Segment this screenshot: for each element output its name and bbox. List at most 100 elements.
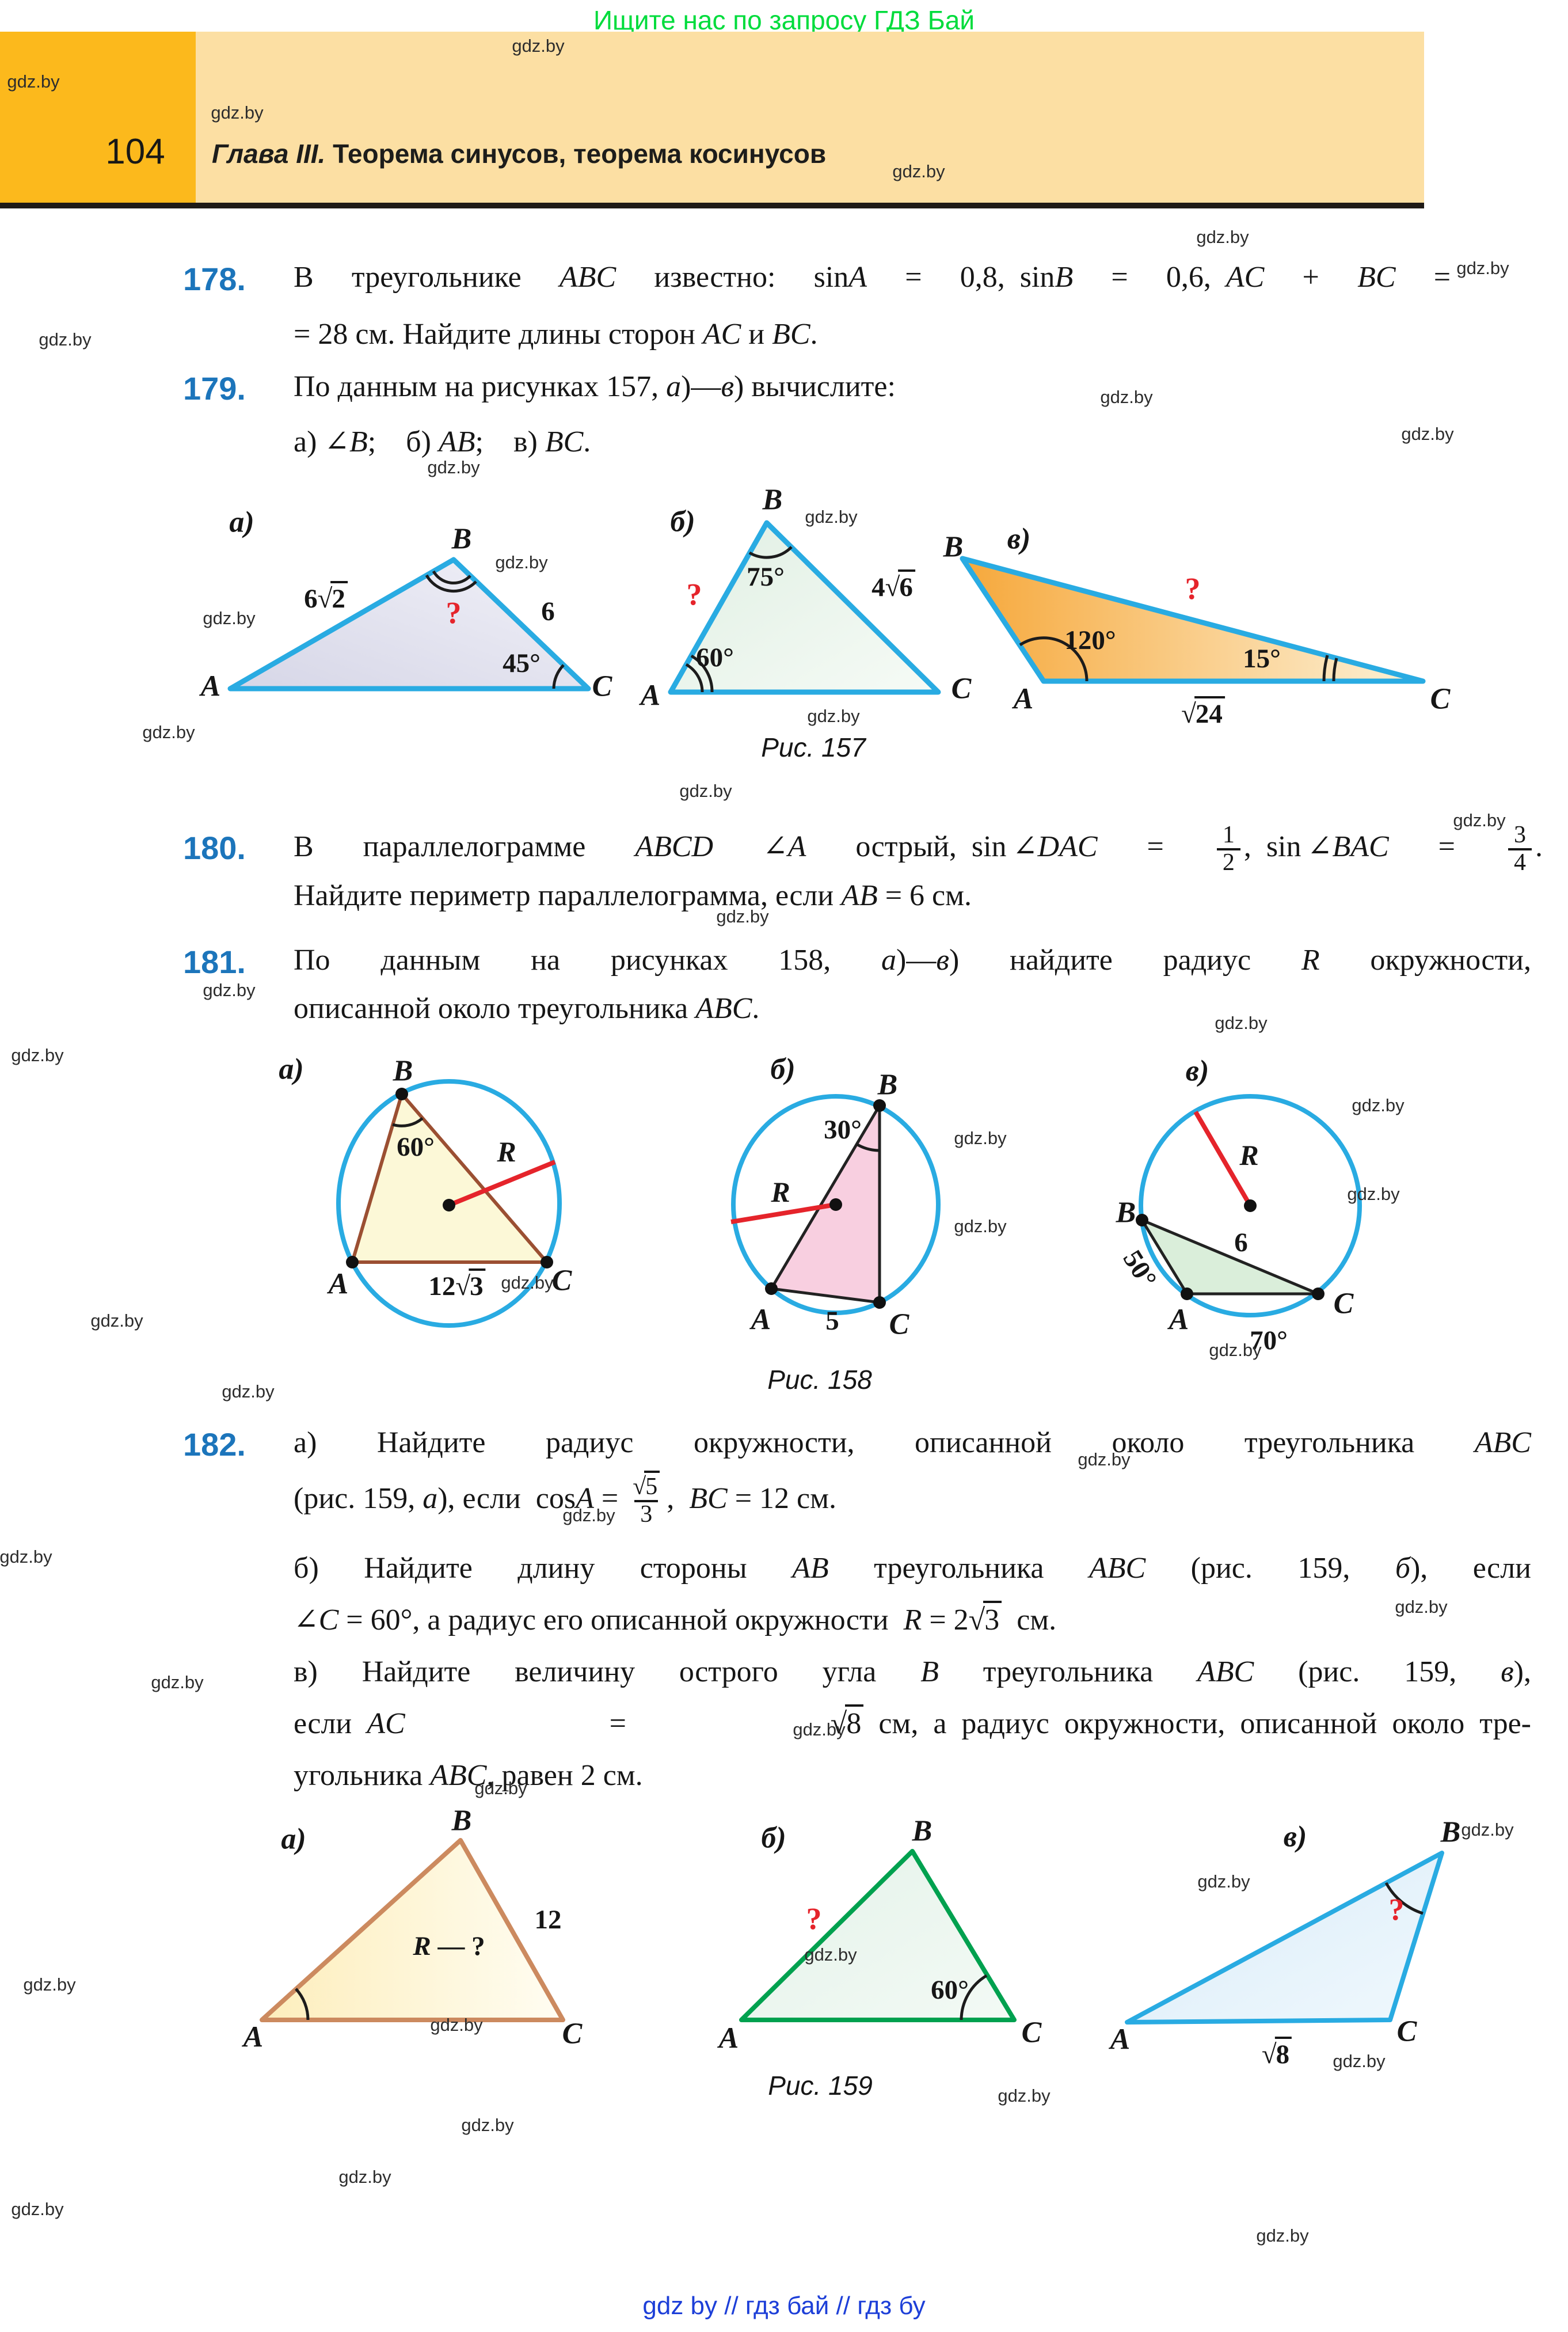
gdzby-watermark: gdz.by [1078,1449,1131,1469]
text-token: BC [689,1482,728,1515]
text-token: , [667,1482,690,1515]
radius-line [448,1160,556,1207]
text-token: AB [841,879,878,912]
chapter-title-italic: Глава III. [212,139,326,169]
vertex-label: B [451,1804,472,1837]
text-token: В параллелограмме [294,830,635,863]
vertex-label: C [592,670,612,703]
problem-180-line: В параллелограмме ABCD ∠A острый, sin ∠D… [294,804,1543,890]
text-token: 6√2 [304,581,348,614]
figure-159a-triangle [260,1838,565,2022]
gdzby-watermark: gdz.by [7,71,60,92]
gdzby-watermark: gdz.by [142,722,195,742]
problem-178-number: 178. [183,261,246,297]
figure-value-label: 70° [1250,1325,1288,1355]
gdzby-watermark: gdz.by [998,2086,1051,2106]
figure-value-label: 12 [534,1905,562,1935]
text-token: треугольника [938,1655,1198,1688]
text-token: C [318,1604,339,1636]
text-token: )— [896,944,937,977]
angle-arc-C-inner [1332,658,1338,682]
header-band [0,32,1424,208]
text-token: . [1535,830,1543,863]
text-token: в [721,370,734,403]
problem-182-line: б) Найдите длину стороны AB треугольника… [294,1550,1531,1587]
text-token: ABC [430,1759,487,1792]
gdzby-watermark: gdz.by [338,2167,391,2187]
figure-part-label: а) [281,1822,306,1856]
text-token: BC [1357,261,1396,294]
vertex-label: A [640,679,661,712]
text-token: √8 [1262,2037,1292,2069]
vertex-label: A [751,1303,771,1336]
problem-182-line: а) Найдите радиус окружности, описанной … [294,1425,1531,1461]
text-token: A [787,830,806,863]
figure-value-label: R [497,1135,516,1168]
text-token: . [810,318,818,351]
header-yellow-band [196,32,1424,204]
angle-arc-B-outer [425,574,477,593]
radius-line [730,1202,836,1224]
problem-180-line: Найдите периметр параллелограмма, если A… [294,878,1537,914]
angle-arc-B [392,1117,424,1127]
figure-value-label: ? [446,595,462,630]
promo-banner-text: Ищите нас по запросу ГДЗ Бай [593,5,975,35]
problem-180-number: 180. [183,830,246,866]
text-token: см. [1002,1604,1057,1636]
problem-182-line: (рис. 159, а), если cosA = √5 3, BC = 12 … [294,1456,1537,1542]
angle-arc-A-outer [690,654,714,693]
problem-182-line: угольника ABC, равен 2 см. [294,1757,1537,1794]
footer-links[interactable]: gdz by // гдз бай // гдз бу [642,2292,926,2320]
vertex-label: B [1116,1196,1136,1229]
text-token: BC [545,426,584,458]
text-token: )— [681,370,721,403]
vertex-label: B [762,483,783,516]
vertex-label: C [889,1308,909,1341]
text-token: ABC [1197,1655,1254,1688]
text-token: . [752,992,760,1025]
gdzby-watermark: gdz.by [679,781,732,801]
text-token: ABCD [635,830,714,863]
figure-159b-triangle [739,1849,1017,2022]
text-token: известно: sin [616,261,849,294]
text-token: ), [1513,1655,1531,1688]
text-token: = [1097,830,1213,863]
figure-part-label: в) [1283,1820,1307,1854]
text-token: Найдите периметр параллелограмма, если [294,879,842,912]
page-number: 104 [105,132,165,172]
angle-arc-A-inner [685,663,704,693]
figure-part-label: в) [1185,1054,1209,1088]
figure-159-caption: Рис. 159 [768,2071,873,2101]
text-token: а [666,370,682,403]
figure-value-label: R — ? [413,1931,485,1962]
text-token: (рис. 159, [1145,1552,1395,1585]
vertex-label: C [1333,1287,1354,1320]
figure-159c-triangle [1125,1851,1444,2025]
figure-value-label: 4√6 [871,569,915,603]
text-token: в [1501,1655,1514,1688]
text-token: ABC [1089,1552,1146,1585]
vertex-label: A [1169,1303,1189,1336]
figure-value-label: ? [1185,571,1201,606]
figure-158a-circumcircle [336,1079,562,1328]
figure-value-label: 12√3 [428,1268,486,1302]
text-token: √3 [969,1601,1002,1636]
gdzby-watermark: gdz.by [23,1974,76,1995]
figure-value-label: √24 [1181,696,1225,730]
text-token: AB [792,1552,829,1585]
text-token: а) Найдите радиус окружности, описанной … [294,1426,1475,1459]
figure-value-label: 6 [541,597,555,626]
text-token: и [741,318,772,351]
text-token: R [1301,944,1320,977]
text-token: R [903,1604,922,1636]
chapter-title: Глава III. Теорема синусов, теорема коси… [212,138,826,169]
gdzby-watermark: gdz.by [954,1128,1007,1148]
vertex-label: A [1110,2023,1131,2056]
vertex-label: B [943,530,964,564]
text-token: — ? [431,1931,485,1961]
gdzby-watermark: gdz.by [1100,387,1153,407]
vertex-label: C [1021,2016,1042,2049]
text-token: AB [438,426,475,458]
text-token: а [423,1482,438,1515]
